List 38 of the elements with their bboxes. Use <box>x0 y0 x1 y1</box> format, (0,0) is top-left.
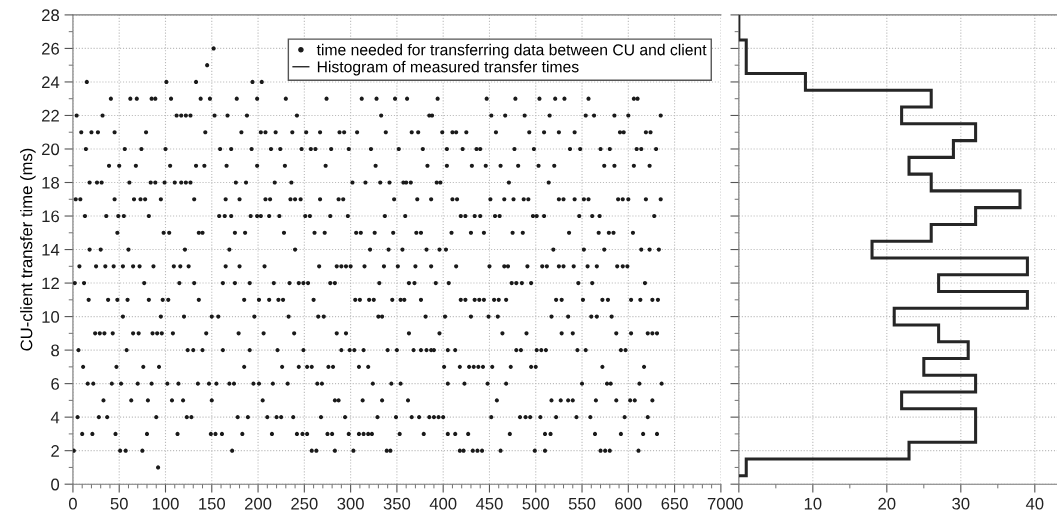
y-tick-label: 12 <box>42 277 59 290</box>
y-tick-label: 28 <box>42 9 60 22</box>
x-tick-label: 20 <box>878 497 896 510</box>
y-tick-label: 8 <box>51 344 60 357</box>
y-tick-label: 14 <box>42 244 60 256</box>
y-tick-label: 0 <box>51 478 60 491</box>
y-tick-label: 26 <box>42 42 60 55</box>
x-tick-label: 200 <box>245 497 272 510</box>
x-tick-label: 650 <box>661 497 688 510</box>
x-tick-label: 600 <box>615 497 642 510</box>
legend-label: Histogram of measured transfer times <box>317 60 579 76</box>
x-tick-label: 500 <box>522 497 549 510</box>
x-tick-label: 150 <box>199 497 226 510</box>
x-tick-label: 30 <box>952 497 970 510</box>
y-tick-label: 18 <box>42 176 60 189</box>
x-tick-label: 550 <box>568 497 596 510</box>
x-tick-label: 40 <box>1025 497 1044 510</box>
x-tick-label: 0 <box>68 497 77 510</box>
legend-label: time needed for transferring data between CU and client <box>316 43 707 59</box>
y-tick-label: 22 <box>42 109 59 122</box>
x-tick-label: 250 <box>291 497 318 510</box>
x-tick-label: 100 <box>152 497 179 510</box>
x-tick-label: 450 <box>475 497 503 510</box>
y-tick-label: 20 <box>42 143 60 156</box>
y-tick-label: 16 <box>42 210 60 223</box>
x-tick-label: 400 <box>429 497 457 510</box>
x-tick-label: 50 <box>110 497 128 510</box>
y-tick-label: 4 <box>50 411 60 424</box>
x-tick-label: 10 <box>804 497 822 510</box>
x-tick-label: 0 <box>734 497 743 510</box>
x-tick-label: 350 <box>383 497 411 510</box>
y-axis-title: CU-client transfer time (ms) <box>20 148 36 351</box>
x-tick-label: 300 <box>337 497 364 510</box>
y-tick-label: 10 <box>42 310 60 323</box>
x-tick-label: 700 <box>707 497 735 510</box>
y-tick-label: 2 <box>51 445 59 457</box>
y-tick-label: 6 <box>51 378 60 390</box>
y-tick-label: 24 <box>42 76 60 88</box>
